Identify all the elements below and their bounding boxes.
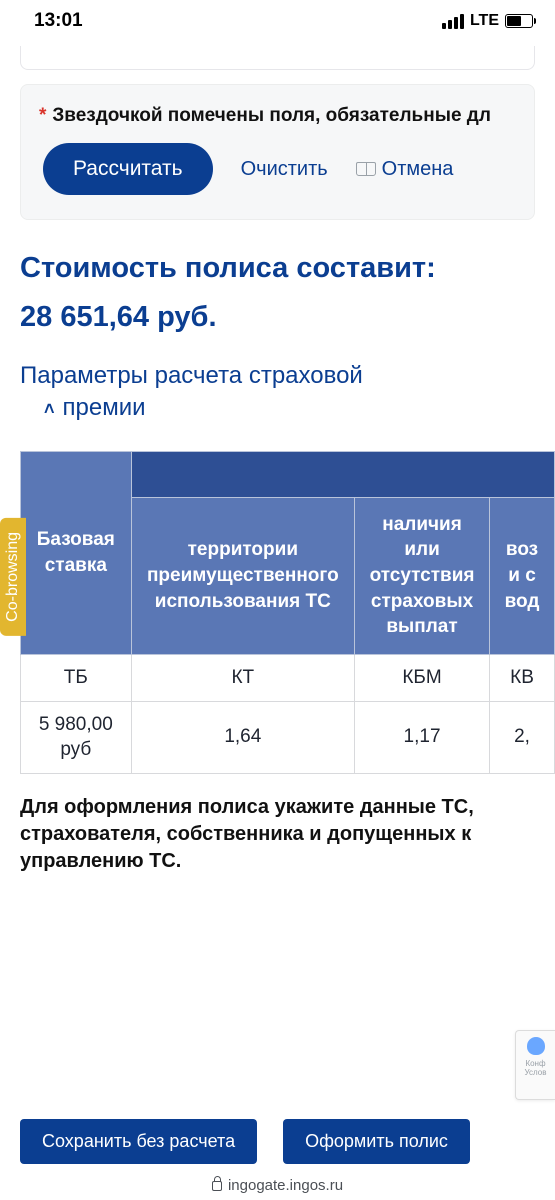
cancel-label: Отмена (382, 158, 454, 181)
url-text: ingogate.ingos.ru (228, 1177, 343, 1194)
browser-url-bar[interactable]: ingogate.ingos.ru (0, 1177, 555, 1194)
battery-icon (505, 14, 533, 28)
table-row-codes: ТБ КТ КБМ КВ (21, 654, 555, 701)
table-row-values: 5 980,00 руб 1,64 1,17 2, (21, 701, 555, 773)
book-icon (356, 162, 376, 176)
status-right: LTE (442, 12, 533, 30)
form-footer-card: * Звездочкой помечены поля, обязательные … (20, 84, 535, 220)
asterisk-icon: * (39, 105, 46, 126)
save-without-calc-button[interactable]: Сохранить без расчета (20, 1119, 257, 1164)
chevron-up-icon: ˄ (44, 397, 55, 421)
th-kbm: наличия или отсутствия страховых выплат (355, 497, 490, 654)
required-note-text: Звездочкой помечены поля, обязательные д… (52, 105, 491, 126)
submit-policy-button[interactable]: Оформить полис (283, 1119, 470, 1164)
th-territory: территории преимущественного использован… (131, 497, 354, 654)
network-label: LTE (470, 12, 499, 30)
cell-code-tb: ТБ (21, 654, 132, 701)
params-accordion-header[interactable]: Параметры расчета страховой ˄ премии (0, 352, 555, 425)
cobrowsing-tab[interactable]: Co-browsing (0, 518, 26, 636)
bottom-action-bar: Сохранить без расчета Оформить полис (20, 1119, 555, 1164)
required-fields-note: * Звездочкой помечены поля, обязательные … (39, 105, 516, 127)
clear-link[interactable]: Очистить (241, 158, 328, 181)
cell-val-kbm: 1,17 (355, 701, 490, 773)
instruction-text: Для оформления полиса укажите данные ТС,… (0, 774, 555, 875)
th-kvs: воз и с вод (490, 497, 555, 654)
cell-val-tb: 5 980,00 руб (21, 701, 132, 773)
recaptcha-badge[interactable]: Конф Услов (515, 1030, 555, 1100)
recaptcha-icon (527, 1037, 545, 1055)
calc-table-wrap: Базовая ставка территории преимущественн… (20, 451, 555, 774)
page-content: * Звездочкой помечены поля, обязательные … (0, 46, 555, 875)
previous-card-edge (20, 46, 535, 70)
params-heading-line1: Параметры расчета страховой (20, 362, 363, 389)
captcha-line2: Услов (516, 1068, 555, 1077)
form-actions: Рассчитать Очистить Отмена (39, 143, 516, 195)
status-time: 13:01 (34, 10, 83, 32)
cost-amount: 28 651,64 руб. (0, 291, 555, 352)
cell-code-kbm: КБМ (355, 654, 490, 701)
lock-icon (212, 1181, 222, 1191)
cell-code-kvs: КВ (490, 654, 555, 701)
cancel-link[interactable]: Отмена (356, 158, 454, 181)
params-heading-line2: премии (63, 394, 146, 421)
captcha-line1: Конф (516, 1059, 555, 1068)
cell-val-kt: 1,64 (131, 701, 354, 773)
status-bar: 13:01 LTE (0, 0, 555, 38)
th-group-blank (131, 451, 554, 497)
cell-val-kvs: 2, (490, 701, 555, 773)
th-base-rate: Базовая ставка (21, 451, 132, 654)
calculation-table: Базовая ставка территории преимущественн… (20, 451, 555, 774)
cost-heading: Стоимость полиса составит: (0, 238, 555, 291)
calculate-button[interactable]: Рассчитать (43, 143, 213, 195)
cell-code-kt: КТ (131, 654, 354, 701)
signal-icon (442, 14, 464, 29)
